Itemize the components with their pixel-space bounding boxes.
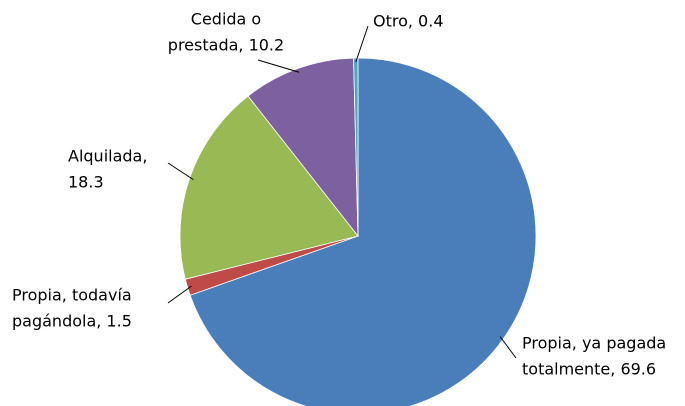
data-label: Propia, ya pagada xyxy=(522,334,666,353)
pie-slice xyxy=(247,57,359,238)
pie-slice xyxy=(353,57,359,237)
data-label: totalmente, 69.6 xyxy=(522,360,656,379)
leader-line xyxy=(355,25,369,63)
leader-line xyxy=(499,336,517,359)
data-label: Propia, todavía xyxy=(12,286,132,305)
data-label: pagándola, 1.5 xyxy=(12,312,132,331)
data-label: 18.3 xyxy=(68,173,104,192)
data-label: prestada, 10.2 xyxy=(168,36,284,55)
leader-line xyxy=(167,285,192,304)
leader-line xyxy=(167,162,194,181)
leader-line xyxy=(257,59,300,73)
pie-slice xyxy=(189,57,537,406)
data-label: Cedida o xyxy=(191,10,261,29)
data-label: Otro, 0.4 xyxy=(373,12,444,31)
pie-slice xyxy=(179,95,359,280)
data-label: Alquilada, xyxy=(68,147,147,166)
